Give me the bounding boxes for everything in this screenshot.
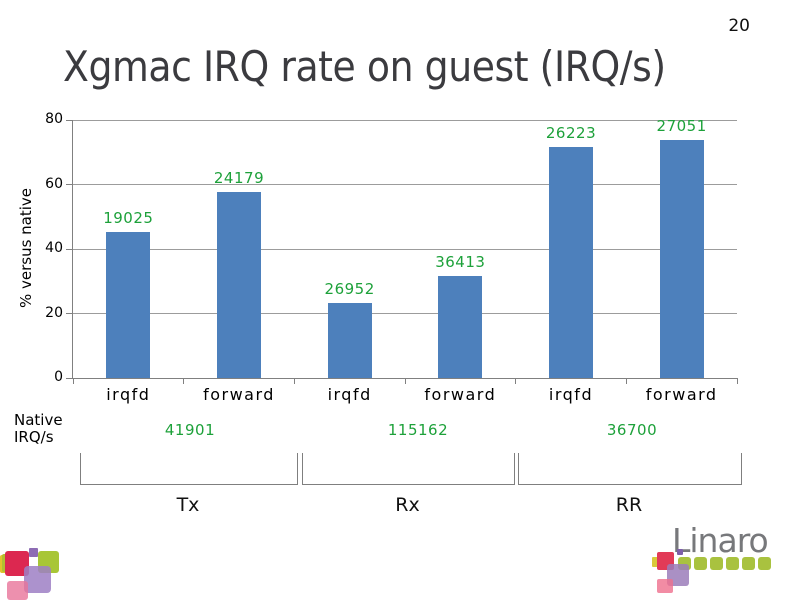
x-category-label-3: irqfd xyxy=(327,385,372,404)
bar-value-label-3: 26952 xyxy=(324,280,375,298)
bar-6 xyxy=(659,140,704,378)
bar-1 xyxy=(106,232,151,378)
linaro-square xyxy=(726,557,739,570)
gridline-60 xyxy=(73,184,737,185)
linaro-square xyxy=(694,557,707,570)
x-axis-tick xyxy=(72,378,74,384)
native-label-line2: IRQ/s xyxy=(14,428,54,446)
bar-5 xyxy=(549,147,593,378)
y-tick-label-20: 20 xyxy=(45,304,63,321)
bar-3 xyxy=(327,303,372,378)
group-bracket-tx xyxy=(80,453,298,485)
linaro-logo-text: Linaro xyxy=(672,521,769,560)
x-axis-tick xyxy=(515,378,517,384)
y-axis-tick-40 xyxy=(66,248,73,250)
group-label-rx: Rx xyxy=(395,494,420,516)
x-axis-tick xyxy=(183,378,185,384)
y-tick-label-0: 0 xyxy=(54,369,63,385)
native-label-line1: Native xyxy=(14,411,63,429)
native-value-rx: 115162 xyxy=(387,421,449,439)
x-axis-tick xyxy=(293,378,295,384)
x-category-label-6: forward xyxy=(645,385,718,404)
native-value-tx: 41901 xyxy=(164,421,216,439)
y-tick-label-80: 80 xyxy=(45,111,63,127)
group-label-tx: Tx xyxy=(176,494,200,516)
linaro-square xyxy=(758,557,771,570)
bar-4 xyxy=(438,276,483,378)
group-bracket-rx xyxy=(302,453,515,485)
linaro-logo-squares xyxy=(678,557,771,570)
linaro-square xyxy=(742,557,755,570)
y-axis-tick-80 xyxy=(66,119,73,121)
x-category-label-5: irqfd xyxy=(548,385,594,404)
logo-square-purple-tiny xyxy=(29,548,38,557)
logo-square-lilac xyxy=(24,566,51,593)
x-category-label-4: forward xyxy=(424,385,497,404)
x-axis-tick xyxy=(736,378,738,384)
gridline-20 xyxy=(73,313,737,314)
x-category-label-1: irqfd xyxy=(106,385,151,404)
slide-title: Xgmac IRQ rate on guest (IRQ/s) xyxy=(63,42,666,91)
bar-2 xyxy=(217,192,261,378)
y-tick-label-60: 60 xyxy=(45,175,63,192)
y-axis-tick-20 xyxy=(66,313,73,314)
group-label-rr: RR xyxy=(615,494,643,516)
group-bracket-rr xyxy=(518,453,742,485)
native-irq-row-label: Native IRQ/s xyxy=(14,412,63,446)
native-value-rr: 36700 xyxy=(606,421,658,439)
x-axis-tick xyxy=(625,378,627,384)
page-number: 20 xyxy=(728,16,750,36)
x-axis-tick xyxy=(404,378,406,384)
linaro-square xyxy=(710,557,723,570)
gridline-80 xyxy=(73,119,737,121)
gridline-40 xyxy=(73,248,737,250)
plot-area: 0 20 40 60 80 19025 irqfd 24179 forward 26952 irqf… xyxy=(45,111,738,404)
y-axis-tick-0 xyxy=(66,377,73,379)
bar-value-label-2: 24179 xyxy=(213,169,265,187)
bar-value-label-4: 36413 xyxy=(435,253,486,271)
linaro-square-yellow xyxy=(652,557,660,567)
logo-square-pink xyxy=(7,581,28,600)
linaro-square-pink xyxy=(657,579,673,593)
y-tick-label-40: 40 xyxy=(45,240,63,256)
bar-value-label-5: 26223 xyxy=(545,124,597,142)
bar-value-label-6: 27051 xyxy=(656,117,707,135)
x-category-label-2: forward xyxy=(203,385,275,404)
y-axis-tick-60 xyxy=(66,184,73,185)
bar-value-label-1: 19025 xyxy=(103,209,154,227)
linaro-square-purple-tiny xyxy=(677,549,683,555)
